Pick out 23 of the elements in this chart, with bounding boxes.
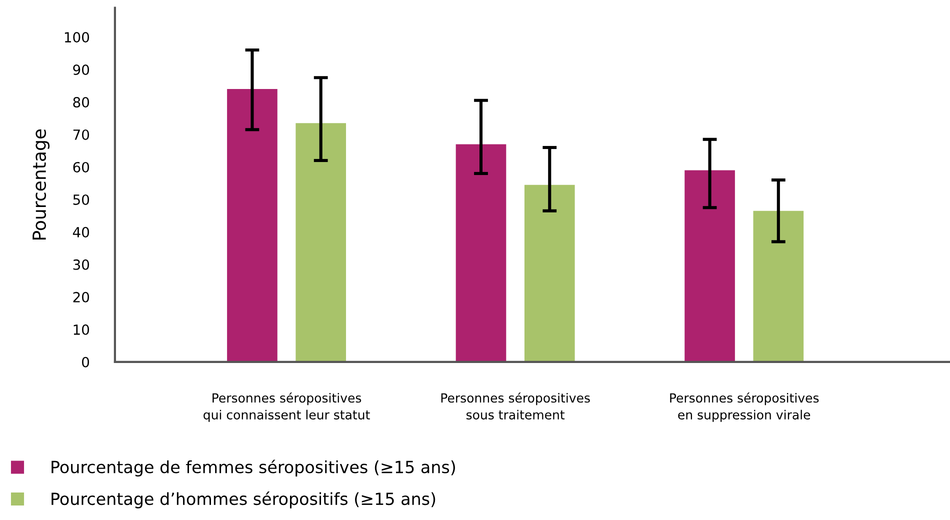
y-tick-label: 40 — [72, 226, 90, 238]
bar — [227, 89, 278, 362]
legend-label: Pourcentage d’hommes séropositifs (≥15 ans) — [52, 492, 436, 508]
y-tick-label: 30 — [73, 259, 90, 270]
y-tick-label: 70 — [73, 129, 90, 140]
y-tick-label: 10 — [74, 324, 90, 335]
y-tick-label: 100 — [64, 32, 90, 43]
bar — [753, 210, 804, 362]
y-tick-label: 80 — [73, 96, 90, 108]
x-tick-label: Personnes séropositives en suppression virale — [670, 392, 819, 422]
y-tick-label: 90 — [73, 64, 90, 75]
bar — [684, 170, 735, 362]
bar — [456, 144, 506, 362]
y-tick-label: 20 — [73, 292, 90, 302]
y-tick-label: 50 — [73, 194, 90, 205]
legend-label: Pourcentage de femmes séropositives (≥15 ans) — [52, 460, 455, 477]
x-tick-label: Personnes séropositives qui connaissent leur statut — [204, 392, 370, 422]
y-tick-label: 0 — [82, 356, 90, 368]
bar — [296, 123, 346, 362]
y-tick-label: 60 — [73, 162, 90, 172]
bar — [524, 184, 575, 362]
y-axis-title: Pourcentage — [32, 129, 50, 240]
x-tick-label: Personnes séropositives sous traitement — [441, 392, 590, 420]
